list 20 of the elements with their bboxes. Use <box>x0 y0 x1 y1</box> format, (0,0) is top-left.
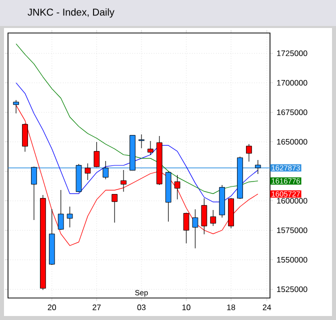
candlestick <box>58 190 64 230</box>
candlestick <box>120 170 126 192</box>
candlestick <box>66 206 73 228</box>
candlestick <box>147 140 154 156</box>
candlestick <box>246 144 252 162</box>
candlestick <box>84 163 91 180</box>
candlestick <box>13 100 19 114</box>
candlestick <box>138 134 144 149</box>
candlestick <box>254 160 261 174</box>
line-series <box>16 82 258 202</box>
candlestick <box>210 210 216 226</box>
candlestick <box>201 198 208 235</box>
candlestick <box>31 166 37 220</box>
candlestick <box>94 142 100 168</box>
candlestick <box>102 160 109 180</box>
candlestick <box>174 174 180 200</box>
candlestick <box>192 208 198 249</box>
candlestick <box>112 194 118 223</box>
chart-title: JNKC - Index, Daily <box>28 8 114 18</box>
candlestick <box>22 123 28 152</box>
